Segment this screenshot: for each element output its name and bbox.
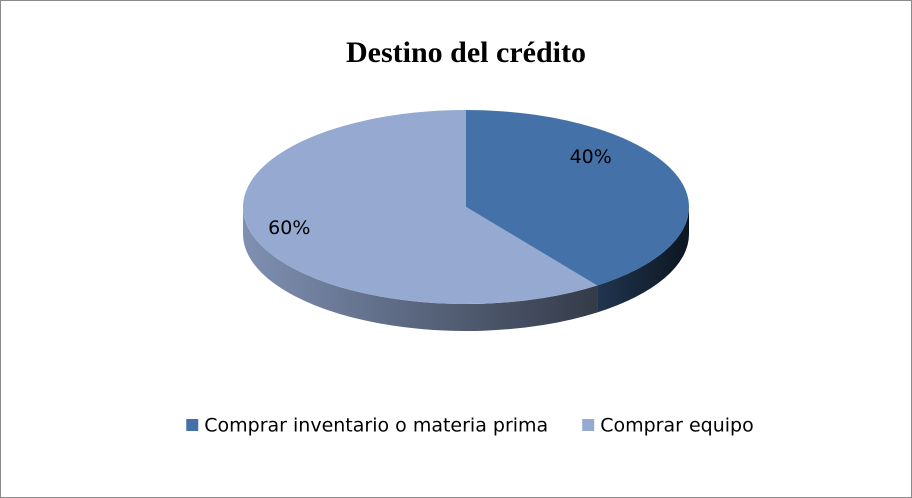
slice bbox=[242, 110, 598, 331]
legend-label: Comprar equipo bbox=[600, 415, 754, 437]
slice-top bbox=[466, 110, 689, 286]
slice bbox=[466, 110, 689, 313]
slice-side bbox=[243, 207, 598, 331]
data-label: 40% bbox=[570, 146, 612, 168]
data-label: 60% bbox=[268, 217, 310, 239]
chart-title: Destino del crédito bbox=[346, 36, 586, 69]
legend-swatch bbox=[582, 419, 595, 431]
legend-swatch bbox=[186, 419, 199, 431]
slice-side bbox=[597, 207, 689, 313]
slice-top bbox=[242, 110, 598, 304]
legend-label: Comprar inventario o materia prima bbox=[204, 415, 548, 437]
